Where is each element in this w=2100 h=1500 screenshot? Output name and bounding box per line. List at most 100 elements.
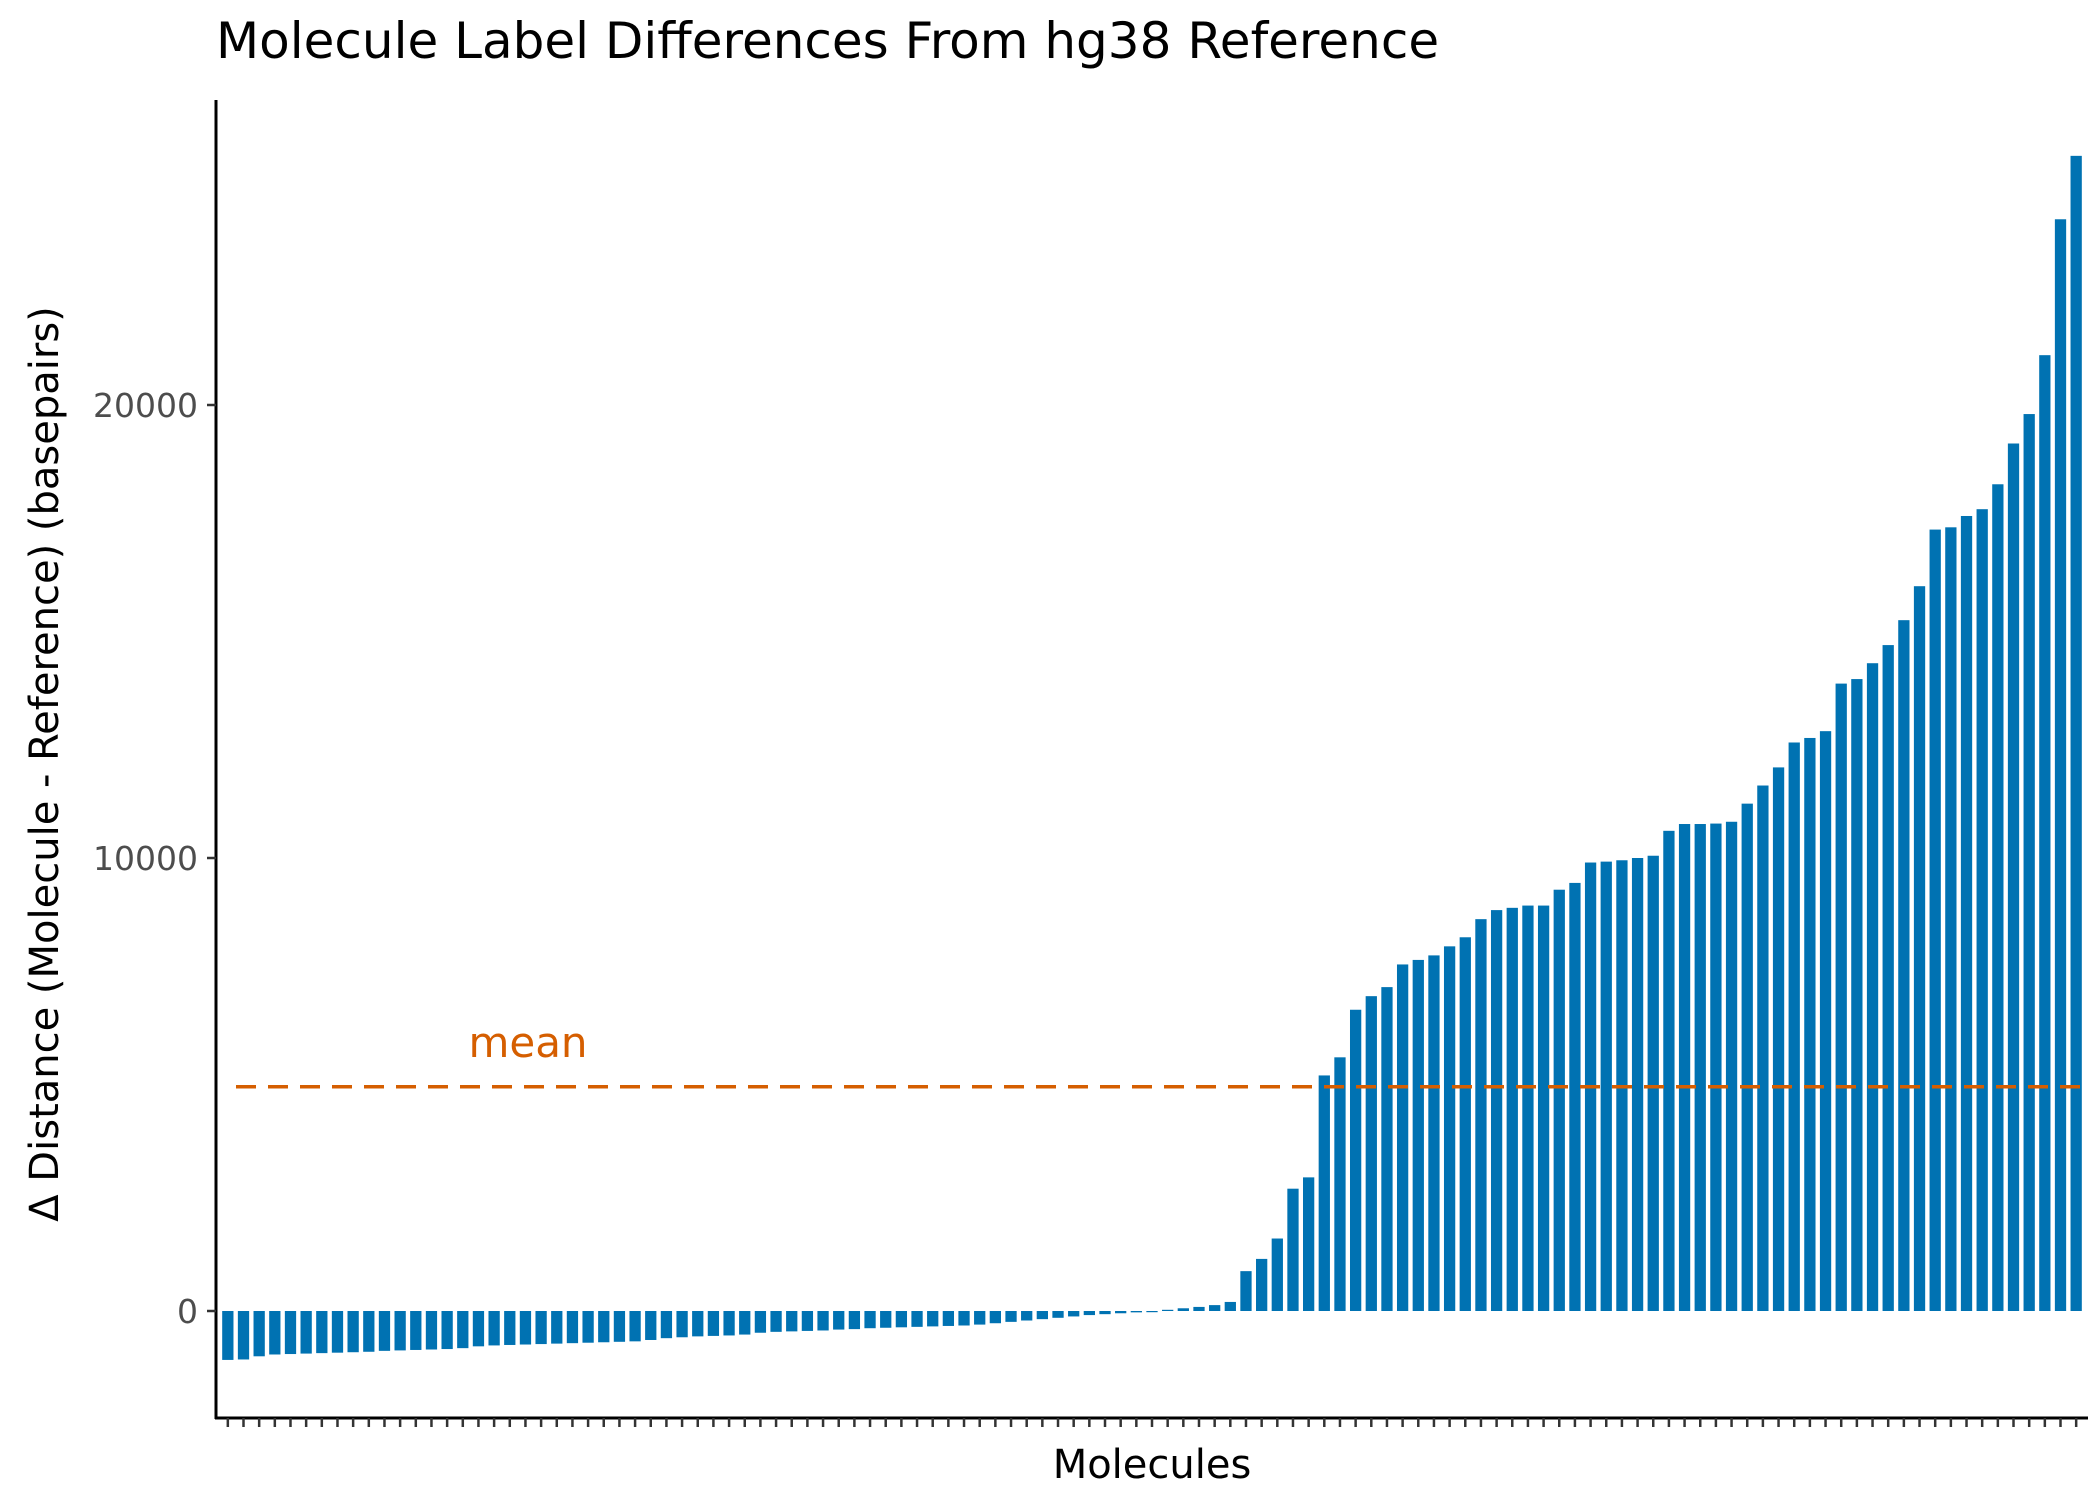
- bar: [1992, 484, 2004, 1311]
- bar: [1068, 1311, 1080, 1317]
- bar: [629, 1311, 641, 1342]
- bar: [1569, 882, 1581, 1311]
- bar: [1694, 824, 1706, 1311]
- bar: [582, 1311, 594, 1343]
- bar: [566, 1311, 579, 1344]
- bar: [1710, 823, 1722, 1311]
- bar: [1976, 509, 1988, 1311]
- bar: [1303, 1177, 1315, 1311]
- bar: [1115, 1311, 1127, 1314]
- bar: [551, 1311, 563, 1344]
- bar: [1772, 767, 1785, 1311]
- bar: [927, 1311, 939, 1327]
- bar: [1553, 889, 1565, 1311]
- bar: [253, 1311, 265, 1357]
- bar: [284, 1311, 297, 1355]
- bar: [1725, 821, 1738, 1311]
- x-axis-title: Molecules: [1053, 1442, 1252, 1488]
- bar: [660, 1311, 673, 1339]
- bar: [488, 1311, 500, 1346]
- bar: [880, 1311, 892, 1328]
- bar: [1678, 824, 1691, 1311]
- bar: [1318, 1075, 1330, 1311]
- bar: [942, 1311, 955, 1326]
- bar: [1788, 742, 1800, 1311]
- bar: [1162, 1309, 1174, 1311]
- bar: [739, 1311, 751, 1335]
- y-axis-title: Δ Distance (Molecule - Reference) (basep…: [22, 306, 68, 1222]
- bar: [1396, 964, 1409, 1311]
- bar: [598, 1311, 610, 1343]
- bars-group: [222, 155, 2082, 1360]
- bar: [1819, 731, 1832, 1311]
- bar: [2039, 355, 2051, 1311]
- bar: [1741, 803, 1753, 1311]
- y-tick-label: 0: [177, 1292, 198, 1331]
- bar: [1005, 1311, 1017, 1322]
- bar: [378, 1311, 391, 1351]
- bar: [989, 1311, 1001, 1324]
- bar: [2007, 443, 2020, 1311]
- bar: [1490, 910, 1503, 1311]
- bar: [613, 1311, 626, 1342]
- bar: [2023, 414, 2035, 1311]
- bar: [895, 1311, 908, 1328]
- bar: [1866, 663, 1879, 1311]
- bar: [1913, 586, 1926, 1311]
- bar: [1271, 1238, 1283, 1311]
- bar: [1146, 1311, 1158, 1313]
- bar: [519, 1311, 532, 1345]
- bar: [801, 1311, 814, 1331]
- bar: [1663, 830, 1675, 1311]
- bar: [1945, 527, 1957, 1311]
- bar: [1475, 919, 1487, 1311]
- bar: [676, 1311, 688, 1338]
- bar: [1647, 855, 1659, 1311]
- bar: [1099, 1311, 1111, 1315]
- bar: [472, 1311, 485, 1347]
- bar: [1256, 1258, 1268, 1311]
- bar: [300, 1311, 312, 1354]
- bar: [1130, 1311, 1142, 1313]
- bar: [911, 1311, 923, 1327]
- bar: [723, 1311, 735, 1336]
- bar: [1757, 785, 1769, 1311]
- bar: [1021, 1311, 1033, 1321]
- bar: [347, 1311, 359, 1353]
- bar: [269, 1311, 281, 1355]
- bar: [1428, 955, 1440, 1311]
- bar: [1193, 1306, 1205, 1311]
- bar: [974, 1311, 986, 1325]
- bar: [237, 1311, 250, 1360]
- bar: [1804, 737, 1816, 1311]
- bar: [394, 1311, 406, 1351]
- y-axis-ticks: 0 10000 20000: [93, 386, 216, 1331]
- bar: [1412, 959, 1424, 1311]
- bar: [645, 1311, 657, 1340]
- bar: [363, 1311, 375, 1352]
- bar: [707, 1311, 720, 1336]
- bar: [1506, 907, 1518, 1311]
- bar: [1459, 937, 1471, 1311]
- bar: [1177, 1308, 1189, 1311]
- bar: [1960, 515, 1973, 1311]
- bar: [692, 1311, 704, 1337]
- bar: [786, 1311, 798, 1332]
- bar: [1240, 1271, 1252, 1311]
- bar: [1537, 905, 1550, 1311]
- bar: [1334, 1057, 1346, 1311]
- bar: [1631, 858, 1644, 1311]
- bar: [425, 1311, 438, 1350]
- bar: [535, 1311, 547, 1345]
- bar: [2054, 219, 2067, 1311]
- y-tick-label: 10000: [93, 839, 198, 878]
- bar: [833, 1311, 845, 1330]
- bar: [1443, 946, 1456, 1311]
- bar: [1600, 861, 1612, 1311]
- bar: [1365, 996, 1377, 1311]
- bar: [1381, 987, 1393, 1311]
- bar: [1083, 1311, 1095, 1316]
- bar: [848, 1311, 861, 1330]
- bar: [1882, 645, 1894, 1311]
